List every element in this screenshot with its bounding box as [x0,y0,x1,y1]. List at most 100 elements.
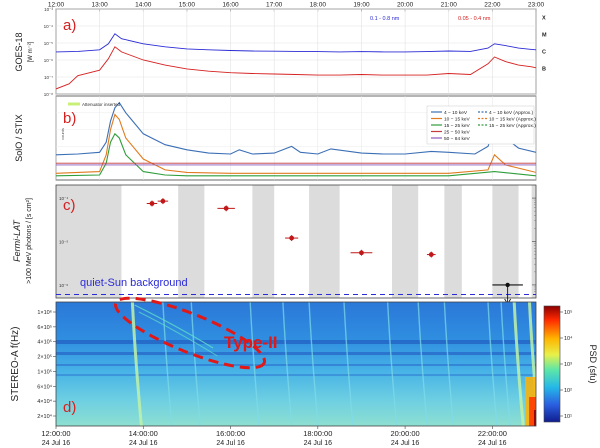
goes-series-1 [56,46,536,90]
data-gap-4 [392,185,419,298]
fermi-point-0 [149,201,155,206]
spectrogram-band-0 [56,340,536,344]
spectrogram-burst-9 [443,302,455,426]
panel-d: 1×10⁶ 6×10⁵ 4×10⁵ 2×10⁵ 1×10⁵ 6×10⁴ 4×10⁴ 2×10⁴… [10,296,598,447]
spectrogram-burst-7 [386,302,398,426]
panel-d-ytick-4: 1×10⁵ [37,368,52,375]
type-ii-label: Type-II [224,333,278,352]
top-time-tick-6: 18:00 [310,2,327,9]
panel-a-series [56,33,536,90]
colorbar-tick-4: 10¹ [564,414,572,420]
late-emission-dark [534,410,536,426]
colorbar-tick-0: 10⁵ [564,309,572,316]
panel-c-ylabel: Fermi-LAT [12,219,22,262]
late-emission-red [529,397,536,426]
panel-d-xtick-date-3: 24 Jul 16 [304,440,333,447]
top-time-tick-8: 20:00 [397,2,414,9]
panel-d-xtick-date-5: 24 Jul 16 [478,440,507,447]
panel-d-ytick-1: 6×10⁵ [37,324,52,331]
panel-b-yunit: counts [60,128,65,140]
fermi-point-2 [223,205,229,211]
attenuator-legend-label: Attenuator inserted [82,102,121,107]
panel-c-label: c) [63,197,76,214]
top-time-tick-2: 14:00 [135,2,152,9]
panel-a-ytick-4: 10⁻⁷ [44,75,53,80]
panel-a-ytick-3: 10⁻⁶ [44,58,53,63]
panel-d-xtick-time-4: 20:00:00 [390,429,419,438]
panel-d-xtick-date-1: 24 Jul 16 [129,440,158,447]
panel-d-xtick-labels: 12:00:00 24 Jul 16 14:00:00 24 Jul 16 16:00:… [41,426,507,447]
panel-d-ytick-5: 6×10⁴ [37,383,52,390]
data-gap-1 [178,185,205,298]
panel-c-ytick-1: 10⁻⁵ [59,240,68,245]
colorbar [543,305,561,423]
stix-series-2 [56,132,536,177]
type-ii-lane-1 [134,304,214,349]
panel-a-ytick-labels: 10⁻³ 10⁻⁴ 10⁻⁵ 10⁻⁶ 10⁻⁷ 10⁻⁸ [44,7,54,97]
panel-d-ytick-labels: 1×10⁶ 6×10⁵ 4×10⁵ 2×10⁵ 1×10⁵ 6×10⁴ 4×10⁴ 2×10⁴ [37,309,56,420]
panel-d-xtick-time-1: 14:00:00 [129,429,158,438]
panel-a-ytick-5: 10⁻⁸ [44,92,53,97]
panel-d-xtick-date-2: 24 Jul 16 [216,440,245,447]
spectrogram-band-1 [56,352,536,355]
top-time-tick-11: 23:00 [528,2,545,9]
panel-d-ytick-6: 4×10⁴ [37,398,52,405]
spectrogram-burst-8 [417,302,428,426]
panel-b: b) SolO / STIX counts Attenuator inserte… [14,95,537,181]
top-time-tick-3: 15:00 [179,2,196,9]
top-time-tick-7: 19:00 [353,2,370,9]
panel-d-xtick-time-2: 16:00:00 [216,429,245,438]
data-gap-3 [309,185,340,298]
legend-approx-label-1: 10 − 15 keV (Approx.) [489,116,536,122]
top-time-tick-9: 21:00 [441,2,458,9]
panel-a-ytick-2: 10⁻⁵ [44,41,53,46]
fermi-point-3 [289,235,295,241]
panel-d-xtick-date-0: 24 Jul 16 [42,440,71,447]
colorbar-label: PSD (sfu) [588,344,598,383]
panel-d-ytick-3: 2×10⁵ [37,354,52,361]
legend-label-2: 15 − 25 keV [444,123,471,129]
panel-a-ylabel: GOES-18 [14,32,24,71]
spectrogram-burst-5 [308,302,319,426]
panel-a-label: a) [63,17,76,34]
panel-d-ytick-2: 4×10⁵ [37,339,52,346]
panel-d-label: d) [63,399,76,416]
panel-d-ylabel: STEREO-A f(Hz) [10,326,21,401]
fermi-point-1 [160,198,166,204]
legend-goes-long: 0.1 - 0.8 nm [370,16,400,22]
legend-label-0: 4 − 10 keV [444,110,468,116]
panel-b-ylabel: SolO / STIX [14,114,24,162]
panel-d-xtick-time-0: 12:00:00 [41,429,70,438]
data-gap-5 [444,185,462,298]
colorbar-ticks: 10⁵ 10⁴ 10³ 10² 10¹ [560,309,573,420]
spectrogram-burst-4 [282,302,293,426]
panel-c-ylabel2: >100 MeV photons / [s cm²] [26,198,33,284]
spectrogram-burst-12 [512,302,525,426]
top-time-tick-1: 13:00 [91,2,108,9]
panel-b-label: b) [63,110,76,127]
panel-c-ytick-0: 10⁻⁴ [59,196,68,201]
panel-a-class-labels: X M C B [542,16,547,73]
panel-a-ytick-1: 10⁻⁴ [44,24,53,29]
panel-d-ytick-0: 1×10⁶ [37,309,52,316]
panel-c-data-gaps [56,185,536,298]
legend-approx-label-0: 4 − 10 keV (Approx.) [489,110,534,116]
panel-c: 10⁻⁴ 10⁻⁵ 10⁻⁶ quiet-Sun background c) Fer… [12,184,537,305]
spectrogram-burst-0 [130,302,143,426]
quiet-sun-background-label: quiet-Sun background [80,277,188,289]
spectrogram-burst-6 [343,302,354,426]
spectrogram-burst-2 [190,302,201,426]
top-time-tick-5: 17:00 [266,2,283,9]
panel-c-ytick-labels: 10⁻⁴ 10⁻⁵ 10⁻⁶ [59,184,536,299]
panel-a-ytick-0: 10⁻³ [44,7,53,12]
stix-series-1 [56,113,536,174]
stix-series-0 [56,101,536,156]
data-gap-6 [492,185,519,298]
colorbar-tick-2: 10³ [564,362,572,368]
top-time-tick-10: 22:00 [484,2,501,9]
colorbar-tick-1: 10⁴ [564,335,573,342]
panel-d-xtick-time-5: 22:00:00 [478,429,507,438]
fermi-point-4 [359,250,364,256]
